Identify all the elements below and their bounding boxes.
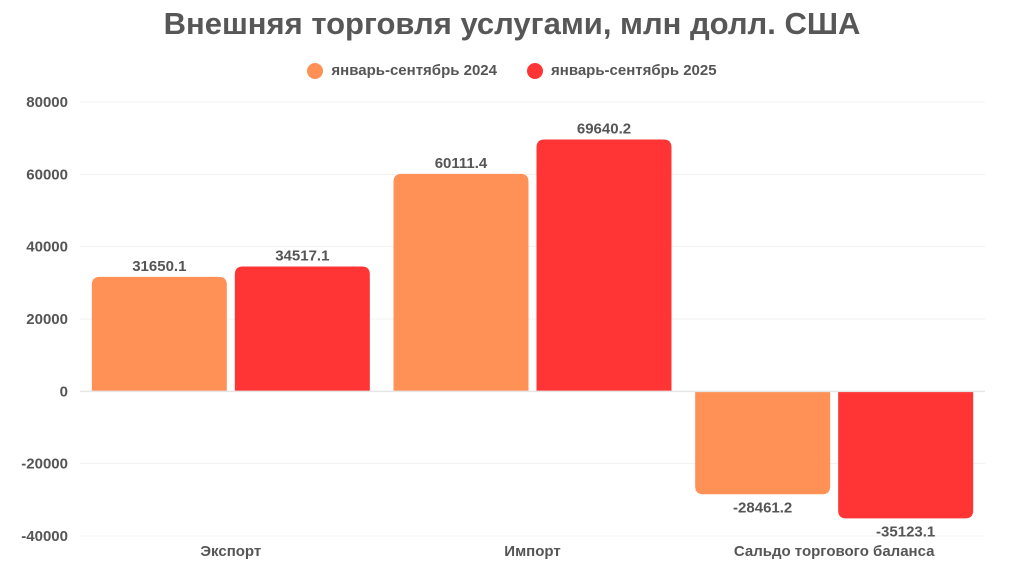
legend: январь-сентябрь 2024 январь-сентябрь 202…: [0, 62, 1024, 79]
y-tick-label: 80000: [26, 94, 68, 111]
bar: [234, 266, 370, 392]
bar: [91, 276, 227, 392]
legend-item-2025: январь-сентябрь 2025: [527, 62, 717, 79]
data-label: 31650.1: [132, 258, 186, 275]
bar: [695, 391, 831, 495]
legend-label-2024: январь-сентябрь 2024: [331, 62, 497, 79]
y-tick-label: 20000: [26, 311, 68, 328]
y-tick-label: 0: [60, 383, 68, 400]
chart-title: Внешняя торговля услугами, млн долл. США: [163, 6, 861, 41]
legend-item-2024: январь-сентябрь 2024: [307, 62, 497, 79]
data-label: 34517.1: [275, 247, 329, 264]
x-category-label: Экспорт: [200, 543, 261, 560]
data-label: -28461.2: [733, 499, 792, 516]
bar: [393, 173, 529, 392]
legend-swatch-2024: [307, 62, 324, 79]
data-label: 60111.4: [435, 155, 488, 172]
y-tick-label: 40000: [26, 239, 68, 256]
y-tick-label: -20000: [21, 456, 68, 473]
data-label: -35123.1: [876, 523, 935, 540]
x-category-label: Сальдо торгового баланса: [734, 543, 935, 560]
y-tick-label: -40000: [21, 528, 68, 545]
legend-swatch-2025: [527, 62, 543, 79]
legend-label-2025: январь-сентябрь 2025: [551, 62, 717, 79]
bar: [838, 391, 974, 519]
y-tick-label: 60000: [26, 166, 68, 183]
data-label: 69640.2: [577, 120, 631, 137]
bar: [536, 139, 672, 392]
x-category-label: Импорт: [504, 543, 560, 560]
